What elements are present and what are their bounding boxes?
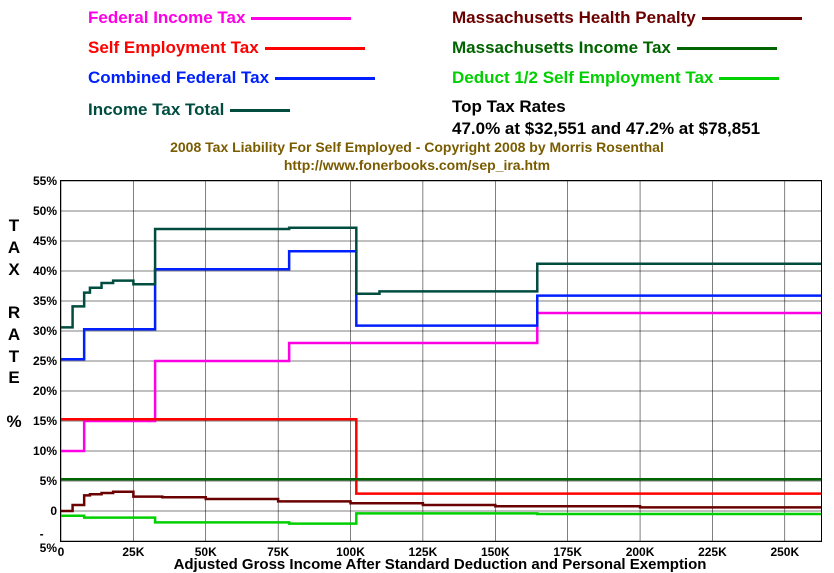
y-tick-label: 45%	[33, 234, 57, 248]
x-tick-label: 225K	[698, 545, 727, 559]
attribution-line2: http://www.fonerbooks.com/sep_ira.htm	[284, 157, 550, 173]
y-tick-label: 0	[50, 504, 57, 518]
attribution-line1: 2008 Tax Liability For Self Employed - C…	[170, 139, 664, 155]
attribution: 2008 Tax Liability For Self Employed - C…	[0, 139, 834, 174]
y-tick-label: 35%	[33, 294, 57, 308]
x-tick-label: 100K	[336, 545, 365, 559]
legend-item: Massachusetts Income Tax	[452, 38, 777, 58]
x-tick-label: 25K	[122, 545, 144, 559]
x-tick-label: 75K	[267, 545, 289, 559]
top-rates: Top Tax Rates 47.0% at $32,551 and 47.2%…	[452, 96, 760, 140]
y-tick-label: 40%	[33, 264, 57, 278]
y-tick-label: - 5%	[40, 527, 57, 555]
x-tick-label: 0	[58, 545, 65, 559]
y-tick-label: 15%	[33, 414, 57, 428]
x-tick-label: 200K	[626, 545, 655, 559]
x-tick-label: 50K	[195, 545, 217, 559]
legend-swatch	[251, 17, 351, 20]
top-rates-title: Top Tax Rates	[452, 96, 760, 118]
legend-item: Massachusetts Health Penalty	[452, 8, 802, 28]
legend-label: Massachusetts Health Penalty	[452, 8, 696, 27]
chart-svg	[61, 181, 821, 541]
y-tick-label: 30%	[33, 324, 57, 338]
legend-swatch	[719, 77, 779, 80]
legend-label: Deduct 1/2 Self Employment Tax	[452, 68, 713, 87]
x-tick-label: 150K	[481, 545, 510, 559]
x-tick-label: 175K	[553, 545, 582, 559]
legend-swatch	[230, 109, 290, 112]
legend-swatch	[265, 47, 365, 50]
legend-swatch	[275, 77, 375, 80]
chart-area: - 5%05%10%15%20%25%30%35%40%45%50%55% 02…	[60, 180, 822, 542]
y-tick-label: 10%	[33, 444, 57, 458]
legend-label: Combined Federal Tax	[88, 68, 269, 87]
legend-label: Income Tax Total	[88, 100, 224, 119]
legend-item: Deduct 1/2 Self Employment Tax	[452, 68, 779, 88]
legend-item: Self Employment Tax	[88, 38, 365, 58]
legend-label: Federal Income Tax	[88, 8, 245, 27]
legend-item: Federal Income Tax	[88, 8, 351, 28]
legend-swatch	[677, 47, 777, 50]
y-tick-label: 50%	[33, 204, 57, 218]
y-axis-label: TAXRATE%	[6, 215, 22, 433]
top-rates-value: 47.0% at $32,551 and 47.2% at $78,851	[452, 118, 760, 140]
legend-item: Income Tax Total	[88, 100, 290, 120]
y-tick-label: 25%	[33, 354, 57, 368]
x-tick-label: 250K	[770, 545, 799, 559]
legend-label: Self Employment Tax	[88, 38, 259, 57]
x-tick-label: 125K	[409, 545, 438, 559]
y-tick-label: 55%	[33, 174, 57, 188]
legend-label: Massachusetts Income Tax	[452, 38, 671, 57]
y-tick-label: 20%	[33, 384, 57, 398]
y-tick-label: 5%	[40, 474, 57, 488]
legend-swatch	[702, 17, 802, 20]
legend-item: Combined Federal Tax	[88, 68, 375, 88]
